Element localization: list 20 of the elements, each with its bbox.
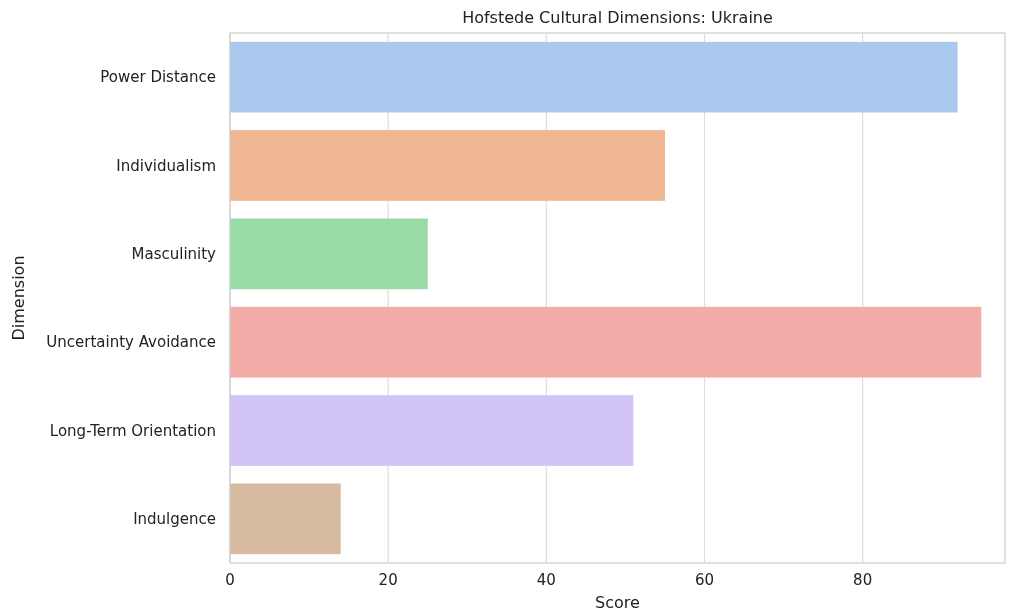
x-tick-label: 20 [378, 571, 398, 589]
y-tick-label: Power Distance [100, 68, 216, 87]
bar [230, 483, 341, 555]
y-tick-label: Masculinity [131, 245, 217, 264]
x-tick-label: 0 [225, 571, 235, 589]
y-tick-label: Individualism [116, 156, 216, 175]
bar [230, 395, 634, 466]
x-tick-label: 60 [694, 571, 715, 589]
y-tick-label: Indulgence [133, 510, 216, 529]
y-tick-label: Uncertainty Avoidance [46, 333, 216, 352]
bar [230, 218, 428, 290]
bar [230, 130, 665, 201]
bar [230, 306, 982, 378]
y-tick-label: Long-Term Orientation [49, 421, 216, 440]
bar [230, 41, 958, 113]
x-tick-label: 40 [536, 571, 556, 589]
chart-title: Hofstede Cultural Dimensions: Ukraine [462, 8, 773, 27]
y-axis-title: Dimension [9, 255, 28, 341]
x-tick-label: 80 [853, 571, 873, 589]
x-axis-title: Score [595, 593, 640, 612]
